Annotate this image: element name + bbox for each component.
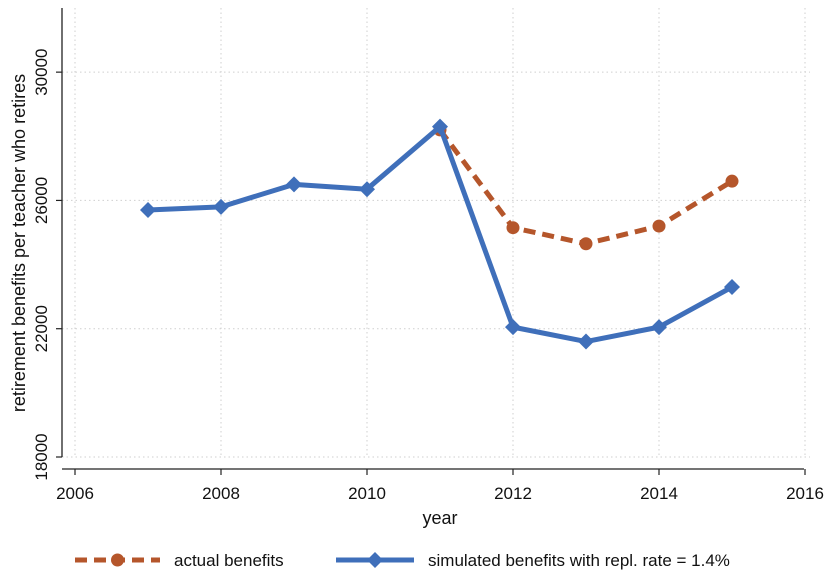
data-point xyxy=(651,319,667,336)
series-line xyxy=(437,128,734,247)
data-point xyxy=(213,198,229,215)
data-point xyxy=(432,118,448,135)
series-1 xyxy=(140,118,740,350)
legend-label: actual benefits xyxy=(174,551,284,570)
y-axis-label: retirement benefits per teacher who reti… xyxy=(9,74,29,412)
y-tick-label: 26000 xyxy=(32,177,51,224)
axes xyxy=(61,8,804,470)
data-point xyxy=(725,174,739,188)
y-ticks: 18000 22000 26000 30000 xyxy=(32,49,62,481)
data-point xyxy=(652,219,666,233)
x-tick-label: 2006 xyxy=(56,484,94,503)
y-tick-label: 18000 xyxy=(32,433,51,480)
data-point xyxy=(140,202,156,219)
x-tick-label: 2008 xyxy=(202,484,240,503)
x-tick-label: 2014 xyxy=(640,484,678,503)
data-point xyxy=(579,237,593,251)
data-point xyxy=(505,319,521,336)
series-line xyxy=(145,124,735,345)
data-point xyxy=(724,279,740,296)
x-tick-label: 2010 xyxy=(348,484,386,503)
data-point xyxy=(506,221,520,235)
legend-marker xyxy=(111,553,124,567)
plot-area xyxy=(140,118,740,350)
x-tick-label: 2012 xyxy=(494,484,532,503)
legend-item-0: actual benefits xyxy=(75,551,284,570)
legend-marker xyxy=(367,552,383,568)
legend-label: simulated benefits with repl. rate = 1.4… xyxy=(428,551,730,570)
data-point xyxy=(578,333,594,350)
legend: actual benefits simulated benefits with r… xyxy=(75,551,730,570)
grid-lines xyxy=(62,8,810,458)
data-point xyxy=(286,176,302,193)
x-tick-label: 2016 xyxy=(786,484,824,503)
x-axis-label: year xyxy=(422,508,457,528)
y-tick-label: 30000 xyxy=(32,49,51,96)
y-tick-label: 22000 xyxy=(32,305,51,352)
data-point xyxy=(359,181,375,198)
legend-item-1: simulated benefits with repl. rate = 1.4… xyxy=(336,551,730,570)
x-ticks: 2006 2008 2010 2012 2014 2016 xyxy=(56,469,824,503)
